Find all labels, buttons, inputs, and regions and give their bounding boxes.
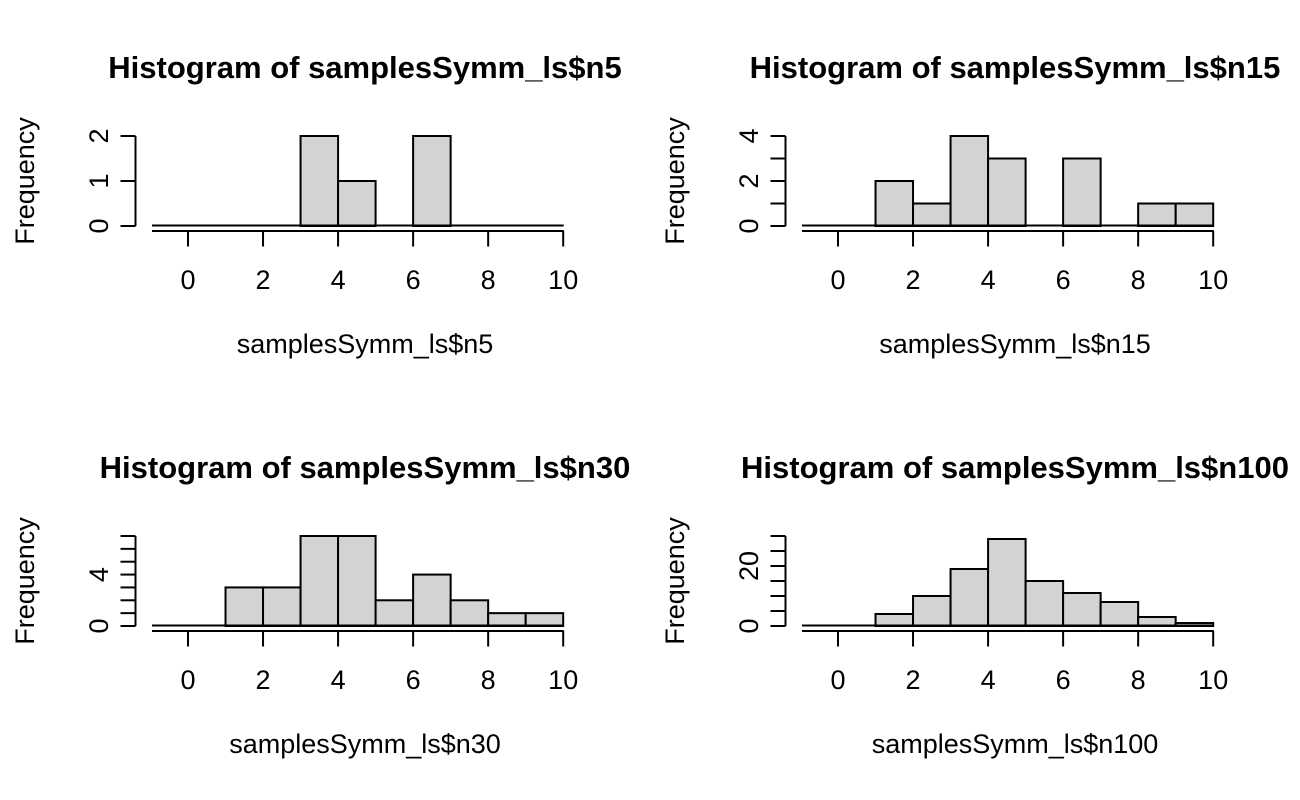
x-tick-label: 10	[548, 265, 578, 295]
x-tick-label: 10	[548, 665, 578, 695]
x-tick-label: 6	[1056, 665, 1071, 695]
x-tick-label: 0	[830, 665, 845, 695]
histogram-bar	[337, 535, 377, 627]
x-tick-label: 8	[1131, 665, 1146, 695]
y-tick-label: 4	[84, 567, 114, 582]
x-tick-label: 6	[1056, 265, 1071, 295]
x-tick-label: 0	[830, 265, 845, 295]
histogram-bar	[1099, 601, 1140, 627]
y-tick-label: 0	[84, 218, 114, 233]
y-tick-label: 1	[84, 173, 114, 188]
x-tick-label: 8	[481, 265, 496, 295]
histogram-panel-n15: Histogram of samplesSymm_ls$n15 Frequency…	[660, 50, 1280, 359]
chart-title: Histogram of samplesSymm_ls$n15	[750, 50, 1281, 85]
x-axis-label: samplesSymm_ls$n30	[229, 729, 501, 759]
histogram-bar	[1137, 202, 1177, 227]
x-tick-label: 2	[906, 665, 921, 695]
histogram-panel-n5: Histogram of samplesSymm_ls$n5 Frequency 0…	[10, 50, 622, 359]
y-axis-label: Frequency	[10, 517, 40, 645]
chart-title: Histogram of samplesSymm_ls$n5	[108, 50, 621, 85]
x-tick-label: 4	[981, 665, 996, 695]
x-axis-label: samplesSymm_ls$n5	[237, 329, 494, 359]
histogram-bar	[374, 599, 415, 628]
histogram-bar	[949, 135, 990, 227]
x-tick-label: 6	[406, 265, 421, 295]
histogram-bar	[987, 538, 1027, 627]
histogram-bar	[299, 135, 340, 227]
histogram-bar	[912, 202, 952, 227]
x-tick-label: 4	[331, 665, 346, 695]
y-tick-label: 0	[734, 218, 764, 233]
x-axis-label: samplesSymm_ls$n100	[872, 729, 1159, 759]
y-tick-label: 2	[734, 173, 764, 188]
histogram-bar	[337, 180, 377, 227]
x-axis-label: samplesSymm_ls$n15	[879, 329, 1151, 359]
histogram-bar	[487, 612, 527, 627]
y-axis-label: Frequency	[660, 517, 690, 645]
histogram-bar	[412, 573, 452, 627]
y-tick-label: 2	[84, 128, 114, 143]
x-tick-label: 0	[180, 265, 195, 295]
histogram-bar	[874, 613, 915, 627]
x-tick-label: 4	[981, 265, 996, 295]
histogram-bar	[987, 157, 1027, 227]
histogram-panel-n30: Histogram of samplesSymm_ls$n30 Frequency…	[10, 450, 630, 759]
x-tick-label: 10	[1198, 265, 1228, 295]
x-tick-label: 4	[331, 265, 346, 295]
y-tick-label: 20	[734, 551, 764, 581]
y-axis-label: Frequency	[10, 117, 40, 245]
y-tick-label: 0	[84, 618, 114, 633]
x-tick-label: 8	[481, 665, 496, 695]
x-tick-label: 0	[180, 665, 195, 695]
x-tick-label: 2	[906, 265, 921, 295]
histogram-bar	[1174, 202, 1215, 227]
chart-title: Histogram of samplesSymm_ls$n30	[100, 450, 631, 485]
histogram-bar	[299, 535, 340, 627]
chart-title: Histogram of samplesSymm_ls$n100	[741, 450, 1289, 485]
histogram-bar	[449, 599, 490, 628]
histogram-bar	[949, 568, 990, 627]
histogram-bar	[524, 612, 565, 627]
histogram-panel-n100: Histogram of samplesSymm_ls$n100 Frequenc…	[660, 450, 1289, 759]
x-tick-label: 6	[406, 665, 421, 695]
histogram-bar	[412, 135, 452, 227]
histogram-bar	[1024, 580, 1065, 627]
x-tick-label: 10	[1198, 665, 1228, 695]
histogram-bar	[262, 586, 302, 628]
x-tick-label: 2	[256, 265, 271, 295]
y-axis-label: Frequency	[660, 117, 690, 245]
x-tick-label: 8	[1131, 265, 1146, 295]
y-tick-label: 0	[734, 618, 764, 633]
x-tick-label: 2	[256, 665, 271, 695]
histogram-bar	[874, 180, 915, 227]
histogram-bar	[1062, 592, 1102, 627]
histogram-bar	[912, 595, 952, 627]
histogram-bar	[1062, 157, 1102, 227]
histogram-bar	[224, 586, 265, 628]
y-tick-label: 4	[734, 128, 764, 143]
